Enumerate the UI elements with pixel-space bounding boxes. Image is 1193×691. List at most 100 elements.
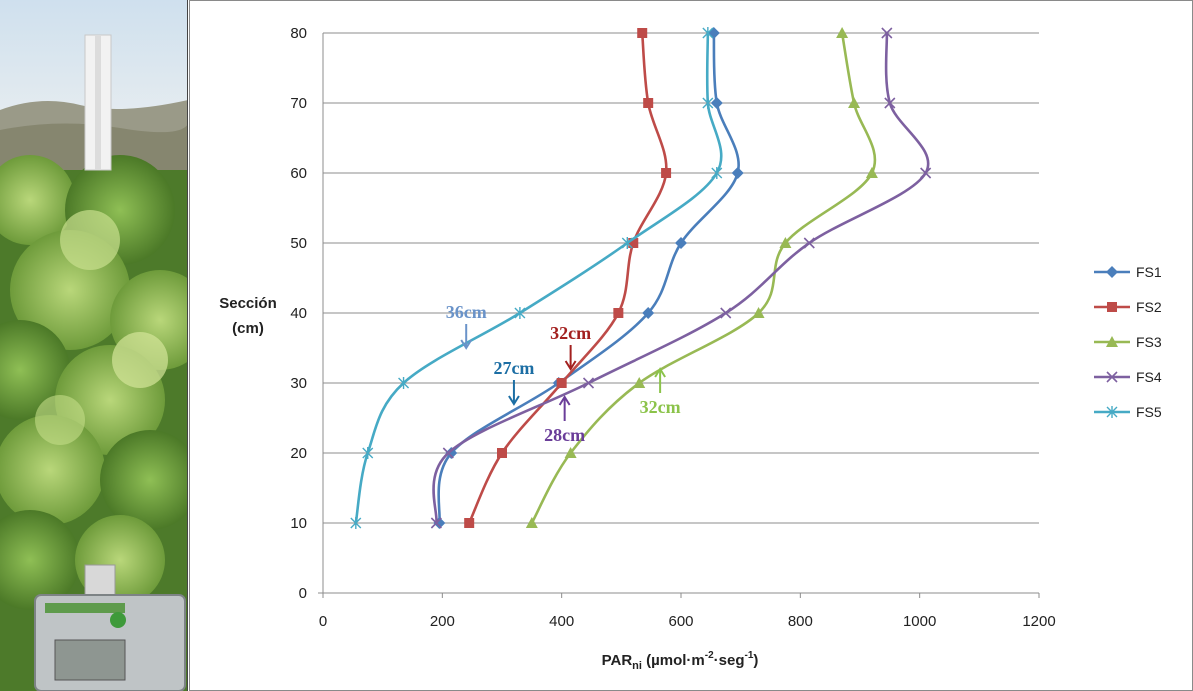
- data-point-fs2-80: [637, 28, 648, 38]
- annotation-2: 27cm: [493, 358, 534, 406]
- data-point-fs4-60: [920, 167, 932, 179]
- annotation-label-4: 32cm: [640, 397, 681, 417]
- series-fs5: [350, 27, 723, 529]
- data-point-fs2-10: [464, 518, 475, 528]
- x-tick-label-1200: 1200: [1022, 613, 1055, 630]
- y-tick-label-0: 0: [299, 585, 307, 602]
- data-point-fs5-70: [702, 97, 714, 109]
- x-axis-title-unit-pre: (µmol·m: [642, 652, 705, 669]
- data-point-fs4-10: [430, 517, 442, 529]
- vineyard-photo-drawing: [0, 0, 187, 691]
- y-tick-label-60: 60: [290, 165, 307, 182]
- legend-label-fs3: FS3: [1136, 334, 1162, 350]
- x-axis-title-mid: ·seg: [714, 652, 745, 669]
- data-point-fs1-80: [707, 27, 720, 39]
- annotation-arrowhead-2: [508, 395, 520, 406]
- y-axis-title-line2: (cm): [232, 320, 264, 337]
- x-tick-label-600: 600: [668, 613, 693, 630]
- x-axis-title-exp2: -1: [745, 650, 754, 661]
- series-line-fs1: [437, 32, 740, 524]
- data-point-fs1-60: [731, 167, 744, 179]
- annotation-3: 28cm: [544, 395, 585, 445]
- series-line-fs3: [530, 32, 877, 524]
- data-point-fs3-10: [525, 517, 538, 528]
- annotation-0: 36cm: [446, 302, 487, 350]
- annotation-label-2: 27cm: [493, 358, 534, 378]
- data-point-fs2-70: [643, 98, 654, 108]
- data-point-fs2-60: [661, 168, 672, 178]
- legend-label-fs2: FS2: [1136, 299, 1162, 315]
- data-point-fs1-50: [675, 237, 687, 249]
- legend-marker-fs2: [1107, 302, 1117, 312]
- annotation-label-0: 36cm: [446, 302, 487, 322]
- annotation-arrowhead-3: [558, 395, 571, 406]
- y-tick-label-30: 30: [290, 375, 307, 392]
- y-tick-label-50: 50: [290, 235, 307, 252]
- data-point-fs2-20: [497, 448, 507, 458]
- annotation-1: 32cm: [550, 323, 591, 371]
- annotation-arrowhead-4: [654, 367, 666, 378]
- y-tick-label-80: 80: [290, 25, 307, 42]
- series: [350, 27, 932, 529]
- data-point-fs5-50: [621, 237, 633, 249]
- data-point-fs2-30: [556, 378, 567, 388]
- vineyard-photo: [0, 0, 188, 691]
- x-tick-label-0: 0: [319, 613, 327, 630]
- annotation-arrowhead-1: [564, 360, 577, 371]
- annotation-4: 32cm: [640, 367, 681, 417]
- data-point-fs3-20: [564, 447, 577, 458]
- chart-area: 0 10 20 30 40 50 60 70 80 0 200 400 600 800 1000 1200 3…: [189, 0, 1193, 691]
- data-point-fs1-20: [445, 447, 458, 459]
- x-tick-label-800: 800: [788, 613, 813, 630]
- x-tick-label-200: 200: [430, 613, 455, 630]
- x-tick-label-1000: 1000: [903, 613, 936, 630]
- series-line-fs5: [354, 32, 723, 524]
- x-axis-title-post: ): [753, 652, 758, 669]
- annotations: 36cm 32cm 27cm 28cm 32cm: [446, 302, 681, 445]
- data-point-fs2-40: [613, 308, 624, 318]
- legend-label-fs4: FS4: [1136, 369, 1162, 385]
- x-axis-title-main: PAR: [602, 652, 633, 669]
- series-fs1: [433, 27, 744, 529]
- legend-marker-fs4: [1106, 371, 1118, 383]
- x-axis-title: PARni (µmol·m-2·seg-1): [602, 650, 759, 672]
- annotation-label-1: 32cm: [550, 323, 591, 343]
- data-point-fs4-70: [884, 97, 896, 109]
- series-line-fs4: [432, 32, 930, 524]
- annotation-label-3: 28cm: [544, 425, 585, 445]
- data-point-fs5-60: [711, 167, 723, 179]
- data-point-fs5-20: [362, 447, 374, 459]
- foliage: [0, 155, 187, 610]
- legend-label-fs5: FS5: [1136, 404, 1162, 420]
- y-tick-label-40: 40: [290, 305, 307, 322]
- legend-marker-fs1: [1106, 266, 1118, 278]
- data-point-fs4-80: [881, 27, 893, 39]
- legend-marker-fs3: [1106, 336, 1118, 347]
- series-fs3: [525, 27, 878, 528]
- data-point-fs3-50: [779, 237, 792, 248]
- x-axis-title-exp1: -2: [705, 650, 714, 661]
- y-tick-label-20: 20: [290, 445, 307, 462]
- series-fs2: [464, 28, 672, 528]
- data-point-fs4-40: [720, 307, 732, 319]
- data-point-fs3-40: [752, 307, 765, 318]
- data-point-fs2-50: [628, 238, 639, 248]
- x-tick-label-400: 400: [549, 613, 574, 630]
- series-line-fs2: [468, 32, 668, 524]
- data-point-fs1-70: [710, 97, 723, 109]
- legend-marker-fs5: [1106, 406, 1118, 418]
- grid: [323, 32, 1039, 524]
- x-axis-title-sub: ni: [632, 660, 642, 672]
- data-point-fs5-40: [514, 307, 526, 319]
- y-axis-title-line1: Sección: [219, 295, 277, 312]
- data-point-fs5-80: [702, 27, 714, 39]
- legend-label-fs1: FS1: [1136, 264, 1162, 280]
- series-fs4: [430, 27, 932, 529]
- data-point-fs3-60: [865, 167, 878, 178]
- data-point-fs4-20: [442, 447, 454, 459]
- data-point-fs5-30: [398, 377, 410, 389]
- annotation-arrowhead-0: [460, 339, 473, 350]
- y-tick-label-10: 10: [290, 515, 307, 532]
